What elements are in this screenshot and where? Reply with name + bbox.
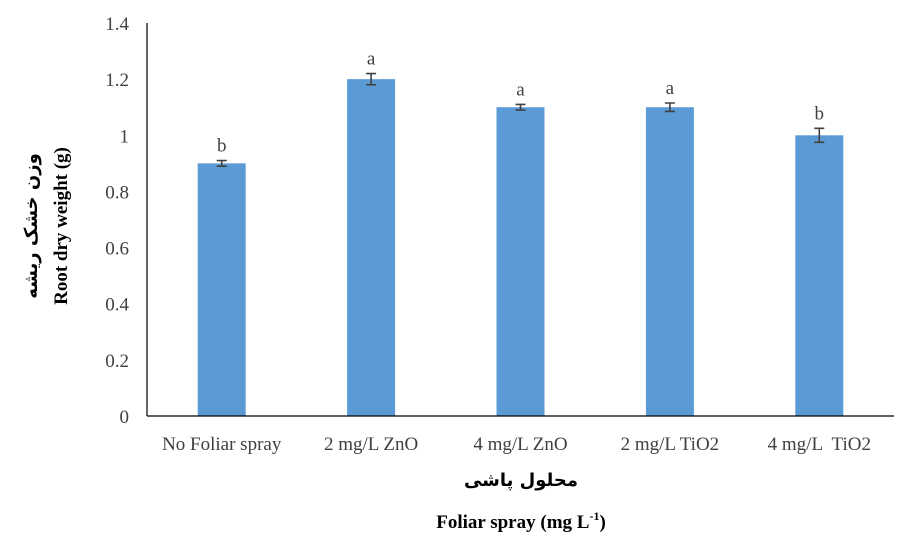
y-axis-title-persian: وزن خشک ریشه <box>21 153 42 299</box>
x-axis-title: Foliar spray (mg L-1) <box>436 509 606 533</box>
x-tick-label: 2 mg/L ZnO <box>324 434 418 455</box>
significance-letter: a <box>516 79 525 100</box>
bar <box>795 135 844 417</box>
y-axis-title: Root dry weight (g) <box>51 147 72 305</box>
y-tick-label: 0 <box>120 407 130 428</box>
error-bar <box>814 127 825 144</box>
x-tick-label: 2 mg/L TiO2 <box>621 434 720 455</box>
x-axis-title-close: ) <box>599 512 605 533</box>
bar <box>197 163 246 416</box>
y-tick-label: 1.4 <box>105 14 129 35</box>
x-tick-labels: No Foliar spray 2 mg/L ZnO 4 mg/L ZnO 2 mg/… <box>162 434 871 455</box>
significance-letter: b <box>815 103 825 124</box>
x-axis-title-main: Foliar spray (mg L <box>436 512 589 533</box>
x-axis-title-persian: محلول پاشی <box>464 470 578 491</box>
y-tick-label: 1.2 <box>105 70 129 91</box>
error-bar <box>515 103 526 111</box>
y-tick-label: 0.6 <box>105 239 129 260</box>
bar <box>496 107 545 416</box>
significance-letter: a <box>367 49 376 70</box>
y-tick-label: 0.2 <box>105 351 129 372</box>
bars <box>197 79 844 417</box>
error-bars <box>216 72 825 167</box>
significance-letter: b <box>217 136 227 157</box>
y-tick-labels: 0 0.2 0.4 0.6 0.8 1 1.2 1.4 <box>105 14 129 428</box>
error-bar <box>664 102 675 113</box>
error-bar <box>366 72 377 86</box>
x-tick-label: 4 mg/L TiO2 <box>768 434 871 455</box>
error-bar <box>216 159 227 167</box>
significance-letters: b a a a b <box>217 49 824 157</box>
bar <box>347 79 396 417</box>
x-tick-label: 4 mg/L ZnO <box>473 434 567 455</box>
y-tick-label: 0.8 <box>105 182 129 203</box>
y-tick-label: 0.4 <box>105 295 129 316</box>
significance-letter: a <box>666 78 675 99</box>
x-axis-title-superscript: -1 <box>589 509 599 523</box>
y-tick-label: 1 <box>120 126 130 147</box>
bar <box>645 107 694 416</box>
x-tick-label: No Foliar spray <box>162 434 282 455</box>
